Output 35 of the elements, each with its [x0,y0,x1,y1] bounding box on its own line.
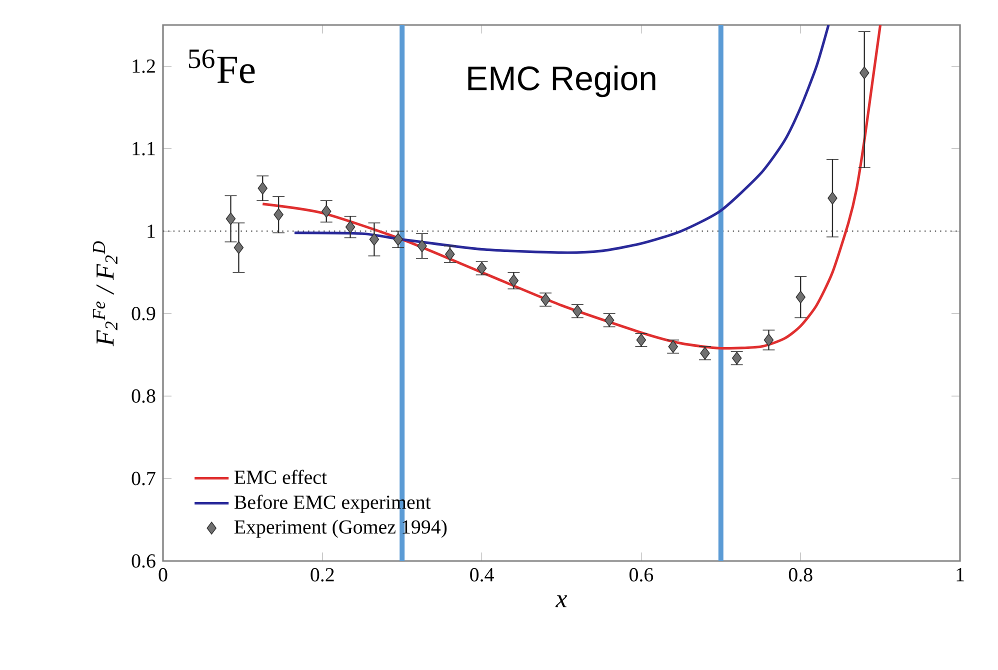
x-tick-label: 0.6 [630,568,654,582]
point [345,220,356,234]
y-tick-label: 1.1 [132,142,155,156]
y-tick-label: 1 [148,224,155,238]
point [234,241,244,254]
x-tick-label: 0.4 [470,568,494,582]
legend-label: EMC effect [234,470,327,484]
point [322,204,332,218]
point [508,274,519,288]
x-tick-label: 0.8 [788,568,812,582]
x-tick-label: 0.2 [310,568,334,582]
line-series [293,25,830,254]
point [393,233,403,246]
point [764,334,774,346]
point [369,233,380,246]
x-tick-label: 0 [158,568,168,582]
point [258,182,268,195]
annotation: $^{56}$Fe [188,49,255,84]
y-tick-label: 1.2 [132,59,155,73]
y-tick-label: 0.8 [132,389,156,403]
point [445,248,455,261]
x-axis-title: x [555,595,568,608]
y-axis-title: F$_{2}$$^{Fe}$ / F$_{2}$D [93,241,118,346]
annotation: EMC Region [468,66,656,98]
point [796,290,806,304]
x-tick-label: 1 [956,568,964,582]
point [417,240,427,252]
point [859,66,870,80]
y-tick-label: 0.9 [132,306,156,320]
point [274,208,284,222]
point [828,192,838,205]
point [226,212,236,226]
y-tick-label: 0.6 [132,554,156,568]
y-tick-label: 0.7 [132,472,156,486]
line-series [261,25,882,350]
